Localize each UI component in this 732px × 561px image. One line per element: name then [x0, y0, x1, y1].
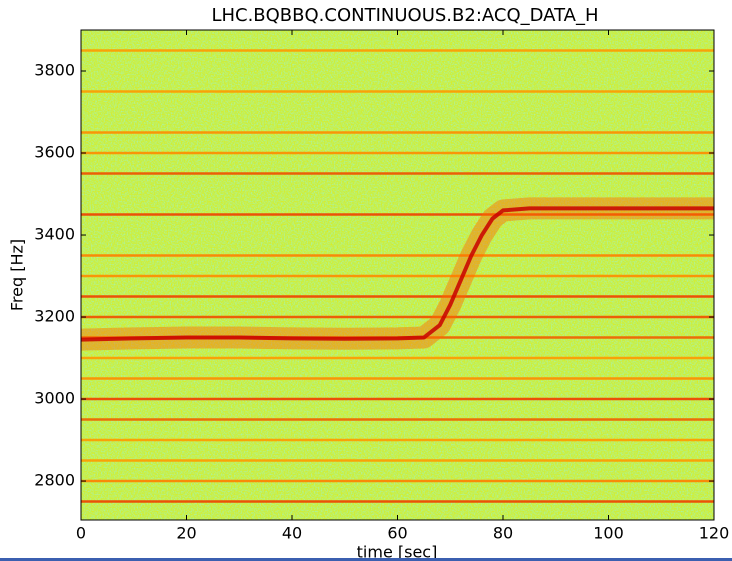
x-axis-label: time [sec] [357, 543, 438, 561]
y-tick-label: 3200 [34, 307, 75, 326]
x-tick-label: 80 [493, 524, 513, 543]
chart-title: LHC.BQBBQ.CONTINUOUS.B2:ACQ_DATA_H [211, 5, 598, 26]
x-tick-label: 0 [76, 524, 86, 543]
y-tick-label: 3400 [34, 225, 75, 244]
y-axis-label: Freq [Hz] [8, 239, 27, 311]
x-tick-label: 20 [176, 524, 196, 543]
tune-trace [81, 206, 714, 342]
x-tick-label: 100 [593, 524, 624, 543]
x-tick-label: 120 [699, 524, 730, 543]
window-strip [0, 558, 732, 561]
y-tick-label: 2800 [34, 471, 75, 490]
y-tick-label: 3800 [34, 61, 75, 80]
x-tick-label: 60 [387, 524, 407, 543]
plot-area [81, 49, 714, 503]
y-tick-label: 3000 [34, 389, 75, 408]
y-tick-label: 3600 [34, 143, 75, 162]
x-tick-label: 40 [282, 524, 302, 543]
